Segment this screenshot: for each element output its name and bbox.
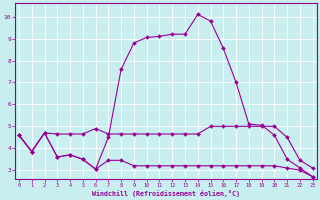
X-axis label: Windchill (Refroidissement éolien,°C): Windchill (Refroidissement éolien,°C) [92, 190, 240, 197]
